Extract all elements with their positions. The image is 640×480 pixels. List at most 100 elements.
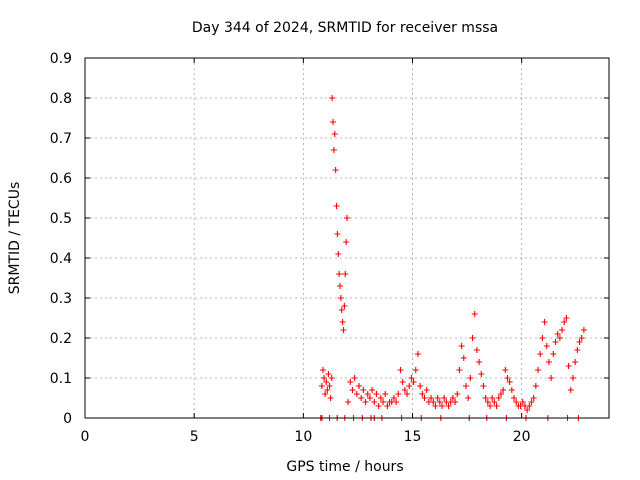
- data-point: [430, 399, 437, 405]
- data-point: [353, 391, 360, 397]
- y-tick-label: 0.8: [50, 91, 72, 107]
- data-point: [369, 387, 376, 393]
- data-point: [532, 383, 539, 389]
- data-point: [360, 387, 367, 393]
- data-point: [318, 383, 325, 389]
- data-point: [421, 395, 428, 401]
- data-point: [489, 395, 496, 401]
- data-point: [454, 391, 461, 397]
- data-point: [480, 383, 487, 389]
- data-point: [404, 391, 411, 397]
- x-tick-label: 0: [81, 429, 90, 445]
- data-point: [366, 395, 373, 401]
- data-point: [541, 319, 548, 325]
- x-axis-label: GPS time / hours: [286, 459, 403, 475]
- data-point: [576, 339, 583, 345]
- data-point: [569, 375, 576, 381]
- data-point: [504, 375, 511, 381]
- data-point: [326, 383, 333, 389]
- data-point: [375, 403, 382, 409]
- data-point: [338, 307, 345, 313]
- y-tick-label: 0.4: [50, 251, 72, 267]
- data-point: [331, 131, 338, 137]
- data-point: [412, 367, 419, 373]
- data-point: [500, 387, 507, 393]
- data-point: [572, 359, 579, 365]
- data-point: [495, 395, 502, 401]
- data-point: [377, 395, 384, 401]
- data-point: [528, 399, 535, 405]
- data-point: [337, 295, 344, 301]
- plot-frame: [84, 57, 610, 419]
- data-point: [419, 391, 426, 397]
- data-point: [497, 391, 504, 397]
- data-point: [423, 387, 430, 393]
- data-point: [401, 387, 408, 393]
- data-point: [347, 379, 354, 385]
- x-axis-ticks: 0 5 10 15 20: [81, 58, 531, 445]
- data-point: [336, 271, 343, 277]
- data-point: [462, 383, 469, 389]
- data-point: [364, 391, 371, 397]
- data-point: [491, 399, 498, 405]
- data-point: [511, 395, 518, 401]
- data-point: [578, 335, 585, 341]
- data-point: [428, 395, 435, 401]
- y-tick-label: 0.2: [50, 331, 72, 347]
- data-point: [345, 399, 352, 405]
- data-point: [380, 399, 387, 405]
- data-point: [482, 395, 489, 401]
- data-point: [408, 375, 415, 381]
- data-point: [559, 327, 566, 333]
- data-point: [344, 215, 350, 221]
- data-point: [493, 403, 500, 409]
- data-point: [406, 383, 413, 389]
- data-point: [445, 403, 452, 409]
- data-point: [476, 359, 483, 365]
- data-point: [469, 335, 476, 341]
- data-point: [384, 403, 391, 409]
- y-tick-label: 0: [63, 411, 72, 427]
- data-point: [358, 395, 365, 401]
- data-point: [434, 395, 441, 401]
- data-point: [574, 347, 581, 353]
- data-point: [325, 371, 332, 377]
- y-axis-ticks: 0 0.1 0.2 0.3 0.4 0.5 0.6 0.7 0.8 0.9: [50, 51, 609, 427]
- data-point: [343, 239, 350, 245]
- data-point: [339, 319, 346, 325]
- data-point: [330, 147, 337, 153]
- y-tick-label: 0.5: [50, 211, 72, 227]
- y-tick-label: 0.6: [50, 171, 72, 187]
- data-point: [458, 343, 465, 349]
- data-point: [449, 395, 456, 401]
- data-point: [342, 271, 349, 277]
- data-point: [552, 339, 559, 345]
- data-point: [334, 231, 341, 237]
- gridlines: [85, 58, 609, 418]
- data-points: [317, 95, 587, 421]
- data-point: [561, 319, 568, 325]
- data-point: [323, 379, 330, 385]
- data-point: [478, 371, 485, 377]
- data-point: [382, 391, 389, 397]
- data-point: [393, 399, 400, 405]
- y-tick-label: 0.3: [50, 291, 72, 307]
- y-tick-label: 0.9: [50, 51, 72, 67]
- data-point: [327, 395, 334, 401]
- data-point: [543, 343, 550, 349]
- data-point: [332, 167, 339, 173]
- data-point: [362, 399, 369, 405]
- x-tick-label: 10: [294, 429, 312, 445]
- data-point: [324, 387, 331, 393]
- data-point: [371, 399, 378, 405]
- data-point: [329, 95, 336, 101]
- data-point: [390, 395, 397, 401]
- data-point: [502, 367, 509, 373]
- data-point: [537, 351, 544, 357]
- data-point: [328, 375, 335, 381]
- data-point: [452, 399, 459, 405]
- x-tick-label: 5: [190, 429, 199, 445]
- data-point: [580, 327, 587, 333]
- data-point: [337, 283, 344, 289]
- data-point: [417, 383, 424, 389]
